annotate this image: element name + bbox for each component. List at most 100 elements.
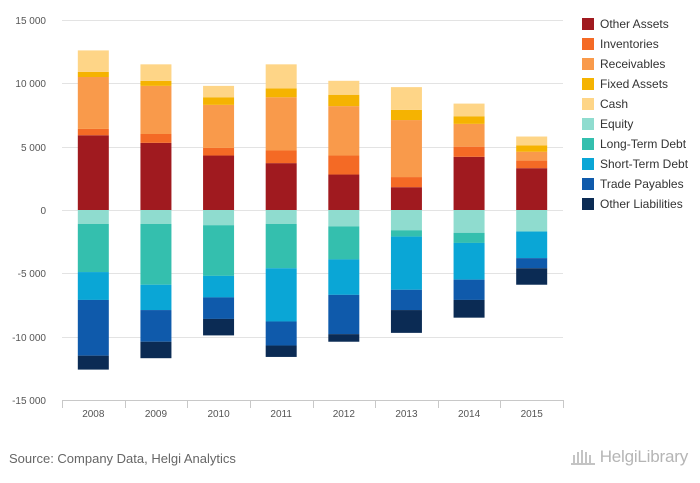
bar-segment-trade-payables-2012 — [328, 294, 360, 335]
legend-swatch — [582, 198, 594, 210]
legend-swatch — [582, 18, 594, 30]
bar-segment-receivables-2013 — [390, 120, 422, 178]
bar-segment-cash-2013 — [390, 87, 422, 110]
bar-segment-cash-2008 — [77, 50, 109, 72]
bar-segment-long-term-debt-2009 — [140, 223, 172, 285]
bar-segment-fixed-assets-2015 — [516, 145, 548, 152]
x-tick-label: 2008 — [82, 409, 105, 420]
x-tick-label: 2012 — [333, 409, 356, 420]
legend-item-inventories[interactable]: Inventories — [582, 34, 698, 54]
bar-segment-fixed-assets-2008 — [77, 71, 109, 77]
legend-item-short-term-debt[interactable]: Short-Term Debt — [582, 154, 698, 174]
x-tick-label: 2015 — [521, 409, 544, 420]
bar-segment-other-assets-2012 — [328, 174, 360, 210]
y-tick-label: -5 000 — [18, 269, 47, 280]
legend-item-equity[interactable]: Equity — [582, 114, 698, 134]
bar-segment-other-liabilities-2015 — [516, 268, 548, 285]
y-axis-ticks: 15 000 10 000 5 000 0 -5 000 -10 000 -15 000 — [12, 16, 46, 407]
bar-segment-equity-2009 — [140, 210, 172, 224]
bar-segment-inventories-2013 — [390, 177, 422, 188]
bar-segment-long-term-debt-2012 — [328, 226, 360, 260]
bar-segment-cash-2015 — [516, 136, 548, 146]
bar-segment-other-liabilities-2009 — [140, 341, 172, 359]
bar-segment-receivables-2014 — [453, 123, 485, 147]
bar-segment-long-term-debt-2013 — [390, 230, 422, 237]
legend-label: Other Liabilities — [600, 197, 683, 211]
legend-swatch — [582, 158, 594, 170]
bar-segment-inventories-2008 — [77, 128, 109, 136]
legend-label: Long-Term Debt — [600, 137, 687, 151]
bar-segment-fixed-assets-2010 — [203, 97, 235, 105]
bar-segment-other-liabilities-2011 — [265, 345, 297, 357]
building-icon — [570, 450, 595, 465]
legend-item-fixed-assets[interactable]: Fixed Assets — [582, 74, 698, 94]
x-tick-label: 2014 — [458, 409, 481, 420]
bar-segment-equity-2013 — [390, 210, 422, 231]
stacked-bar-chart: 15 000 10 000 5 000 0 -5 000 -10 000 -15 000 2… — [12, 16, 564, 420]
bar-segment-receivables-2008 — [77, 77, 109, 129]
bar-segment-fixed-assets-2014 — [453, 116, 485, 124]
bar-segment-other-assets-2008 — [77, 135, 109, 210]
bar-segment-inventories-2014 — [453, 146, 485, 157]
brand-text: HelgiLibrary — [599, 447, 689, 466]
legend-item-other-liabilities[interactable]: Other Liabilities — [582, 194, 698, 214]
bar-segment-receivables-2011 — [265, 97, 297, 151]
bar-segment-other-liabilities-2013 — [390, 310, 422, 333]
legend-swatch — [582, 178, 594, 190]
y-tick-label: 5 000 — [21, 143, 46, 154]
brand-logo: HelgiLibrary — [570, 447, 688, 467]
y-tick-label: 15 000 — [15, 16, 46, 27]
bar-segment-other-assets-2015 — [516, 168, 548, 210]
bar-segment-short-term-debt-2011 — [265, 268, 297, 322]
bar-segment-short-term-debt-2013 — [390, 236, 422, 290]
legend-label: Other Assets — [600, 17, 669, 31]
source-note: Source: Company Data, Helgi Analytics — [9, 451, 236, 466]
bar-segment-short-term-debt-2008 — [77, 272, 109, 300]
legend-label: Fixed Assets — [600, 77, 669, 91]
x-axis: 2008 2009 2010 2011 2012 2013 2014 2015 — [62, 400, 564, 420]
bar-segment-inventories-2011 — [265, 150, 297, 164]
bar-segment-fixed-assets-2013 — [390, 109, 422, 121]
bar-segment-equity-2011 — [265, 210, 297, 224]
legend-label: Short-Term Debt — [600, 157, 689, 171]
bar-segment-fixed-assets-2011 — [265, 88, 297, 98]
bar-segment-short-term-debt-2012 — [328, 259, 360, 295]
legend-item-other-assets[interactable]: Other Assets — [582, 14, 698, 34]
bar-segment-equity-2015 — [516, 210, 548, 232]
bar-segment-long-term-debt-2010 — [203, 225, 235, 276]
bar-segment-fixed-assets-2012 — [328, 94, 360, 107]
y-tick-label: -10 000 — [12, 333, 46, 344]
bar-segment-cash-2012 — [328, 80, 360, 95]
bar-segment-receivables-2015 — [516, 151, 548, 161]
bar-segment-trade-payables-2014 — [453, 279, 485, 300]
legend-swatch — [582, 118, 594, 130]
bar-segment-receivables-2010 — [203, 104, 235, 148]
legend: Other Assets Inventories Receivables Fixed … — [582, 14, 698, 214]
legend-item-long-term-debt[interactable]: Long-Term Debt — [582, 134, 698, 154]
legend-item-trade-payables[interactable]: Trade Payables — [582, 174, 698, 194]
legend-item-cash[interactable]: Cash — [582, 94, 698, 114]
bar-segment-cash-2010 — [203, 85, 235, 98]
x-tick-label: 2011 — [270, 409, 292, 420]
legend-label: Trade Payables — [600, 177, 684, 191]
bar-segment-cash-2009 — [140, 64, 172, 81]
bar-segment-equity-2008 — [77, 210, 109, 224]
bar-segment-trade-payables-2010 — [203, 297, 235, 319]
bar-segment-trade-payables-2008 — [77, 299, 109, 356]
bar-segment-trade-payables-2009 — [140, 310, 172, 342]
bar-segment-fixed-assets-2009 — [140, 80, 172, 86]
x-tick-label: 2013 — [395, 409, 418, 420]
gridlines — [62, 20, 563, 338]
bar-segment-short-term-debt-2014 — [453, 242, 485, 280]
bar-segment-inventories-2015 — [516, 160, 548, 169]
y-tick-label: 0 — [40, 206, 46, 217]
bar-segment-receivables-2009 — [140, 85, 172, 134]
bar-segment-trade-payables-2013 — [390, 289, 422, 311]
bar-segment-other-assets-2011 — [265, 163, 297, 210]
legend-label: Inventories — [600, 37, 659, 51]
bar-segment-inventories-2012 — [328, 155, 360, 175]
bar-segment-short-term-debt-2010 — [203, 275, 235, 298]
bars — [77, 50, 548, 370]
legend-item-receivables[interactable]: Receivables — [582, 54, 698, 74]
